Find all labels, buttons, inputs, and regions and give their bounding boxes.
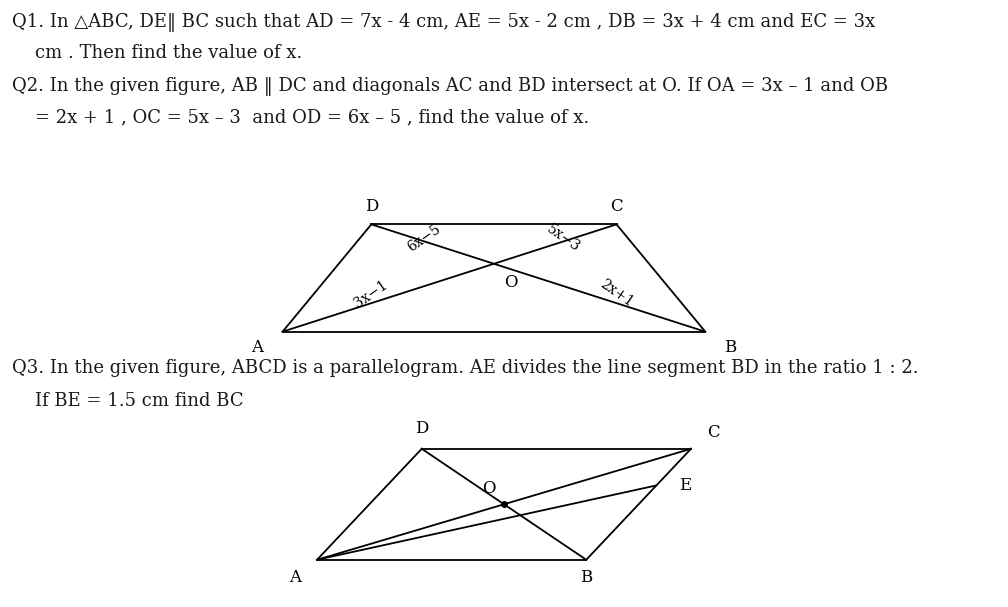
- Text: E: E: [678, 477, 691, 494]
- Text: B: B: [581, 569, 593, 586]
- Text: 2x+1: 2x+1: [598, 277, 636, 310]
- Text: A: A: [251, 339, 263, 356]
- Text: B: B: [725, 339, 737, 356]
- Text: A: A: [288, 569, 300, 586]
- Text: O: O: [482, 480, 496, 497]
- Text: O: O: [504, 274, 517, 291]
- Text: C: C: [707, 424, 720, 441]
- Text: C: C: [610, 198, 623, 215]
- Text: 3x−1: 3x−1: [352, 277, 390, 310]
- Text: Q2. In the given figure, AB ‖ DC and diagonals AC and BD intersect at O. If OA =: Q2. In the given figure, AB ‖ DC and dia…: [12, 77, 888, 96]
- Text: If BE = 1.5 cm find BC: If BE = 1.5 cm find BC: [12, 392, 244, 410]
- Text: 5x−3: 5x−3: [544, 222, 583, 254]
- Text: D: D: [415, 420, 428, 437]
- Text: cm . Then find the value of x.: cm . Then find the value of x.: [12, 44, 302, 62]
- Text: 6x−5: 6x−5: [405, 222, 444, 254]
- Text: Q3. In the given figure, ABCD is a parallelogram. AE divides the line segment BD: Q3. In the given figure, ABCD is a paral…: [12, 359, 918, 378]
- Text: = 2x + 1 , OC = 5x – 3  and OD = 6x – 5 , find the value of x.: = 2x + 1 , OC = 5x – 3 and OD = 6x – 5 ,…: [12, 108, 590, 126]
- Text: D: D: [365, 198, 378, 215]
- Text: Q1. In △ABC, DE‖ BC such that AD = 7x - 4 cm, AE = 5x - 2 cm , DB = 3x + 4 cm an: Q1. In △ABC, DE‖ BC such that AD = 7x - …: [12, 13, 875, 32]
